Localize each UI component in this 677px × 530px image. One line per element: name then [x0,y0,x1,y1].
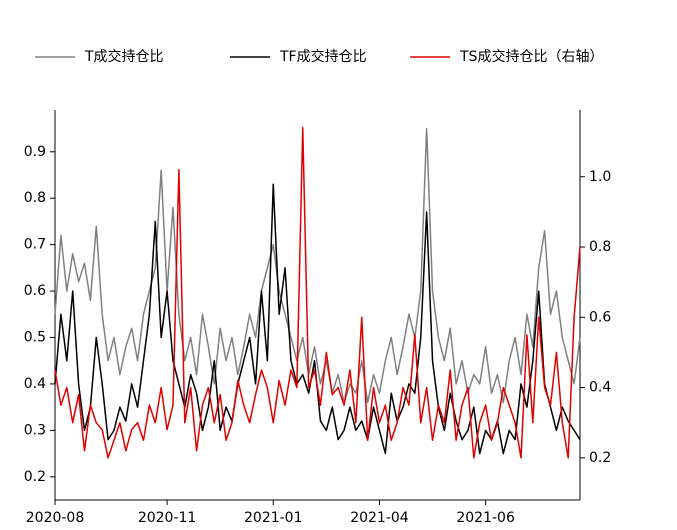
y2-tick-label: 0.8 [589,239,611,255]
y2-tick-label: 0.2 [589,450,611,466]
legend-label: TF成交持仓比 [279,48,367,65]
x-tick-label: 2021-06 [456,510,515,526]
y-tick-label: 0.9 [24,144,46,160]
y2-tick-label: 0.6 [589,309,611,325]
y-tick-label: 0.4 [24,376,46,392]
y-tick-label: 0.6 [24,283,46,299]
y-tick-label: 0.5 [24,330,46,346]
y-tick-label: 0.2 [24,469,46,485]
series-line [54,127,581,404]
series-line [54,183,581,455]
y2-tick-label: 0.4 [589,380,611,396]
y2-tick-label: 1.0 [589,169,611,185]
y-tick-label: 0.7 [24,237,46,253]
y-tick-label: 0.3 [24,422,46,438]
x-tick-label: 2021-04 [350,510,409,526]
x-tick-label: 2021-01 [244,510,303,526]
series-line [54,126,581,459]
x-tick-label: 2020-11 [138,510,197,526]
legend-label: TS成交持仓比（右轴） [459,48,603,65]
y-tick-label: 0.8 [24,190,46,206]
x-tick-label: 2020-08 [26,510,85,526]
legend-label: T成交持仓比 [84,48,164,65]
